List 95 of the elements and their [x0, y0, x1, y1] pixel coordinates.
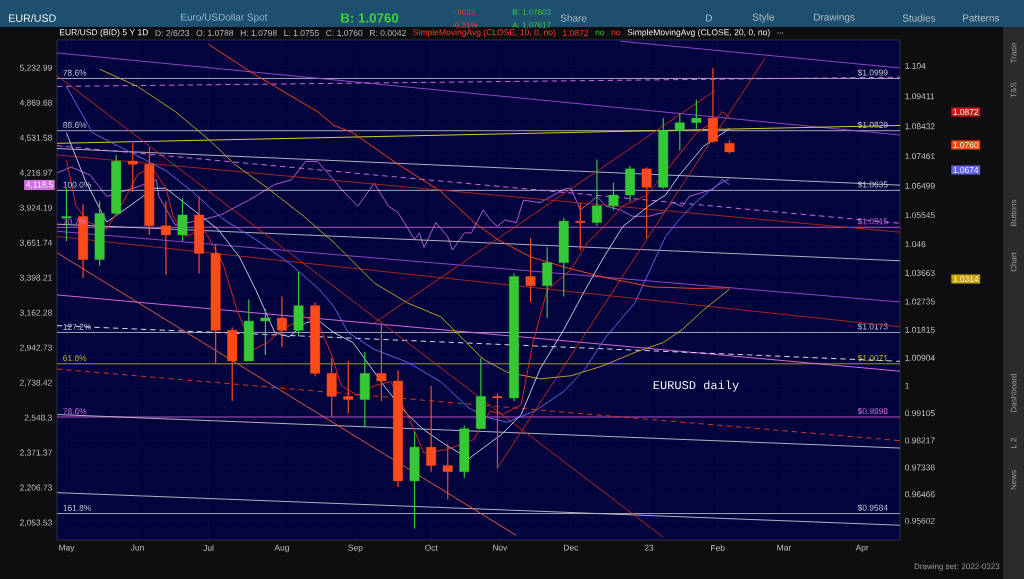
text: -0.31%	[452, 22, 478, 28]
text: SimpleMovingAvg (CLOSE, 10, 0, no)	[413, 29, 556, 37]
annotation: 127.2%	[63, 323, 91, 330]
x-tick-label: Feb	[711, 544, 725, 551]
y2-tick-label: 3,651.74	[19, 239, 53, 247]
chart-subtitle: Euro/USDollar Spot	[181, 13, 268, 23]
y-tick-label: 0.95602	[905, 517, 935, 524]
y2-tick-label: 2,548.3	[24, 414, 52, 422]
y2-tick-label: 4,869.68	[19, 99, 52, 107]
y2-tick-label: 3,162.28	[19, 309, 52, 317]
x-tick-label: Apr	[855, 544, 869, 553]
text: -.0033	[452, 9, 475, 15]
ref-line-label: $1.0071	[857, 354, 888, 362]
x-tick-label: Nov	[493, 544, 508, 551]
y2-tick-label: 4,216.97	[19, 169, 52, 177]
text: 1.0674	[953, 167, 979, 173]
x-tick-label: Oct	[425, 544, 438, 551]
y2-tick-label: 2,942.73	[20, 344, 52, 352]
x-tick-label: Sep	[348, 544, 363, 553]
text: L 2	[1010, 437, 1017, 448]
text: 1.0760	[953, 142, 979, 148]
annotation: 88.6%	[63, 122, 87, 129]
x-tick-label: Mar	[777, 544, 792, 551]
x-tick-label: Jul	[203, 544, 214, 551]
text: News	[1010, 470, 1017, 490]
annotation: 161.8%	[63, 504, 91, 511]
chart-title: EUR/USD	[9, 14, 56, 22]
text: SimpleMovingAvg (CLOSE, 20, 0, no)	[627, 29, 770, 37]
text: 1.0314	[953, 276, 979, 282]
y-tick-label: 1.03663	[905, 270, 935, 276]
x-tick-label: 23	[644, 544, 654, 551]
y-tick-label: 0.98217	[905, 437, 935, 444]
text: Trade	[1010, 43, 1017, 64]
text: EUR/USD (BID) 5 Y 1D	[59, 29, 148, 37]
x-tick-label: Aug	[274, 544, 289, 553]
x-tick-label: Dec	[564, 544, 579, 551]
text: D	[706, 14, 713, 22]
ref-line-label: $1.0999	[857, 69, 888, 77]
y-tick-label: 1.01815	[905, 326, 935, 333]
text: no	[595, 30, 605, 36]
y-tick-label: 1.046	[905, 241, 926, 248]
text: Studies	[902, 14, 936, 22]
annotation: 78.6%	[63, 69, 87, 76]
y-tick-label: 1.02735	[905, 298, 935, 305]
y-tick-label: 1.09411	[905, 93, 935, 100]
y2-tick-label: 3,398.21	[19, 274, 52, 282]
y-tick-label: 1	[905, 382, 909, 389]
text: Dashboard	[1010, 373, 1017, 412]
text: Drawings	[814, 13, 855, 23]
y2-tick-label: 2,371.37	[20, 449, 52, 457]
ref-line-label: $1.0173	[857, 323, 888, 331]
ref-line-label: $0.9898	[857, 407, 888, 415]
y-tick-label: 1.07461	[905, 153, 935, 160]
y-tick-label: 1.00904	[905, 354, 935, 361]
y2-tick-label: 5,232.99	[19, 64, 52, 72]
text: no	[611, 30, 621, 36]
text: Chart	[1010, 252, 1017, 272]
text: Share	[560, 14, 587, 22]
ref-line-label: $0.9584	[857, 504, 888, 512]
y2-tick-label: 2,053.53	[20, 519, 52, 527]
annotation: 61.8%	[63, 355, 87, 362]
y2-tick-label: 2,206.73	[20, 484, 52, 492]
annotation: EURUSD daily	[653, 380, 739, 392]
text: ...	[777, 32, 784, 34]
text: L: 1.0755	[284, 29, 319, 37]
text: C: 1.0760	[326, 29, 363, 37]
text: Buttons	[1010, 199, 1017, 226]
text: D: 2/6/23	[155, 29, 190, 37]
text: Drawing set: 2022-0323	[914, 563, 1000, 571]
text: O: 1.0788	[196, 29, 234, 37]
x-tick-label: May	[59, 544, 75, 553]
y-tick-label: 0.96466	[905, 491, 935, 498]
text: B: 1.07603	[512, 9, 551, 15]
text: B: 1.0760	[341, 13, 399, 23]
y-tick-label: 1.08432	[905, 123, 935, 130]
text: Style	[752, 13, 775, 23]
text: 1.0872	[953, 109, 979, 115]
y-tick-label: 1.104	[905, 62, 926, 69]
text: 1.0872	[563, 29, 589, 37]
text: 4,118.5	[25, 181, 53, 189]
y2-tick-label: 3,924.19	[19, 204, 52, 212]
ref-line-label: $1.0515	[857, 218, 888, 225]
text: A: 1.07617	[512, 22, 551, 28]
y-tick-label: 0.99105	[905, 410, 935, 417]
text: H: 1.0798	[240, 29, 277, 37]
y-tick-label: 1.06499	[905, 182, 935, 189]
annotation: 78.6%	[63, 408, 87, 415]
y-tick-label: 0.97338	[905, 464, 935, 471]
text: T&S	[1010, 82, 1017, 98]
y-tick-label: 1.05545	[905, 212, 935, 219]
x-tick-label: Jun	[130, 544, 144, 551]
text: R: 0.0042	[370, 29, 406, 37]
y2-tick-label: 4,531.58	[19, 134, 52, 142]
y2-tick-label: 2,738.42	[20, 379, 52, 387]
text: Patterns	[963, 14, 1000, 22]
